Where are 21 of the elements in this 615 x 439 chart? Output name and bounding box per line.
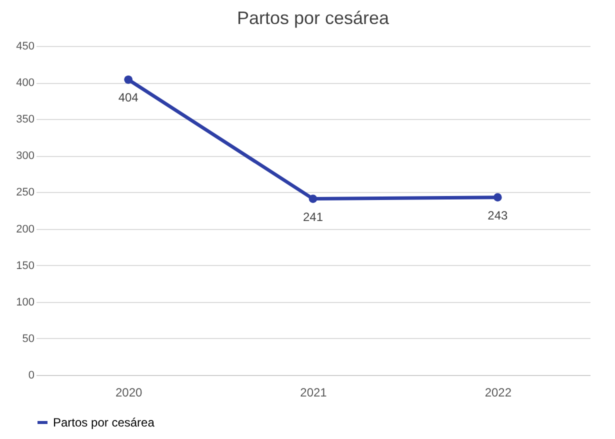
data-label: 404 xyxy=(118,90,139,105)
legend-label: Partos por cesárea xyxy=(53,416,155,430)
y-tick-label: 450 xyxy=(16,40,34,52)
point xyxy=(493,193,502,202)
y-tick-label: 150 xyxy=(16,260,34,272)
y-tick-label: 200 xyxy=(16,223,34,236)
x-tick-label: 2021 xyxy=(300,386,328,400)
point xyxy=(308,194,318,203)
point xyxy=(124,75,133,84)
y-tick-label: 100 xyxy=(16,296,34,308)
y-tick-label: 300 xyxy=(16,150,34,162)
y-tick-label: 50 xyxy=(22,332,34,345)
data-label: 243 xyxy=(488,208,508,222)
x-tick-label: 2020 xyxy=(115,386,143,400)
y-tick-label: 350 xyxy=(16,114,34,126)
x-tick-label: 2022 xyxy=(484,386,512,400)
y-tick-label: 250 xyxy=(16,186,34,199)
chart-title: Partos por cesárea xyxy=(236,8,390,28)
y-tick-label: 400 xyxy=(16,77,34,90)
y-tick-label: 0 xyxy=(28,370,34,382)
data-label: 241 xyxy=(302,210,324,224)
